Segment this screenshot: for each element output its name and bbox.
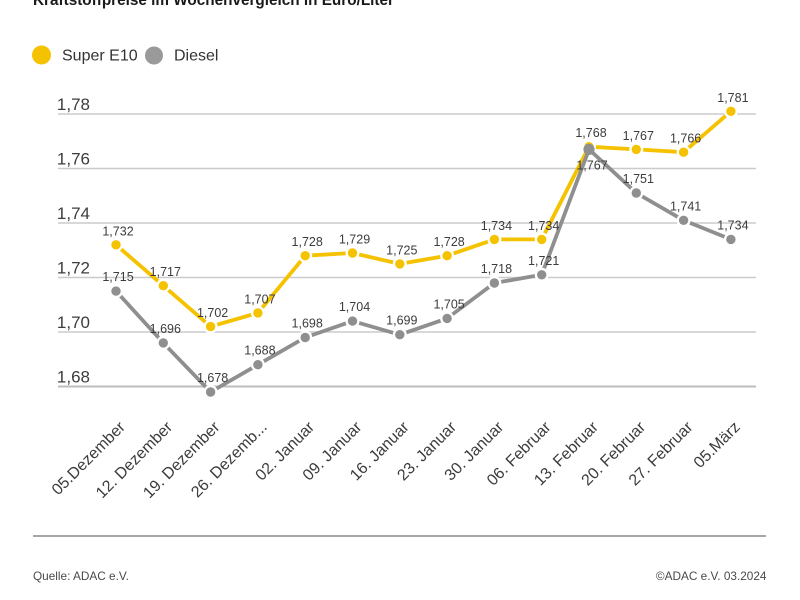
svg-text:1,718: 1,718: [481, 262, 512, 276]
svg-text:1,734: 1,734: [717, 218, 748, 232]
svg-text:Quelle: ADAC e.V.: Quelle: ADAC e.V.: [33, 569, 129, 583]
svg-text:1,767: 1,767: [623, 129, 654, 143]
svg-text:1,732: 1,732: [102, 224, 133, 238]
svg-text:1,70: 1,70: [57, 313, 90, 332]
svg-text:1,728: 1,728: [433, 235, 464, 249]
svg-text:1,74: 1,74: [57, 204, 90, 223]
svg-text:1,767: 1,767: [576, 158, 607, 172]
svg-text:Diesel: Diesel: [174, 48, 218, 65]
svg-text:1,741: 1,741: [670, 199, 701, 213]
svg-text:1,704: 1,704: [339, 300, 370, 314]
svg-text:1,688: 1,688: [244, 344, 275, 358]
svg-text:1,707: 1,707: [244, 292, 275, 306]
svg-text:1,678: 1,678: [197, 371, 228, 385]
svg-text:1,728: 1,728: [292, 235, 323, 249]
svg-text:1,721: 1,721: [528, 254, 559, 268]
svg-text:1,766: 1,766: [670, 132, 701, 146]
svg-text:1,68: 1,68: [57, 367, 90, 386]
svg-text:1,78: 1,78: [57, 95, 90, 114]
svg-text:1,734: 1,734: [528, 219, 559, 233]
svg-text:1,72: 1,72: [57, 258, 90, 277]
svg-text:Super E10: Super E10: [62, 48, 138, 65]
svg-text:1,768: 1,768: [575, 126, 606, 140]
svg-text:1,734: 1,734: [481, 219, 512, 233]
svg-text:1,715: 1,715: [102, 270, 133, 284]
svg-text:1,729: 1,729: [339, 233, 370, 247]
svg-text:©ADAC e.V. 03.2024: ©ADAC e.V. 03.2024: [656, 569, 767, 583]
svg-text:05.März: 05.März: [691, 419, 744, 472]
svg-text:1,725: 1,725: [386, 243, 417, 257]
svg-text:1,702: 1,702: [197, 306, 228, 320]
svg-text:1,751: 1,751: [623, 172, 654, 186]
svg-text:1,696: 1,696: [150, 322, 181, 336]
svg-text:1,781: 1,781: [717, 91, 748, 105]
svg-text:1,705: 1,705: [433, 297, 464, 311]
svg-text:1,699: 1,699: [386, 314, 417, 328]
svg-text:1,76: 1,76: [57, 149, 90, 168]
svg-text:1,717: 1,717: [150, 265, 181, 279]
svg-text:1,698: 1,698: [292, 317, 323, 331]
svg-text:Kraftstoffpreise im Wochenverg: Kraftstoffpreise im Wochenvergleich in E…: [33, 0, 394, 9]
